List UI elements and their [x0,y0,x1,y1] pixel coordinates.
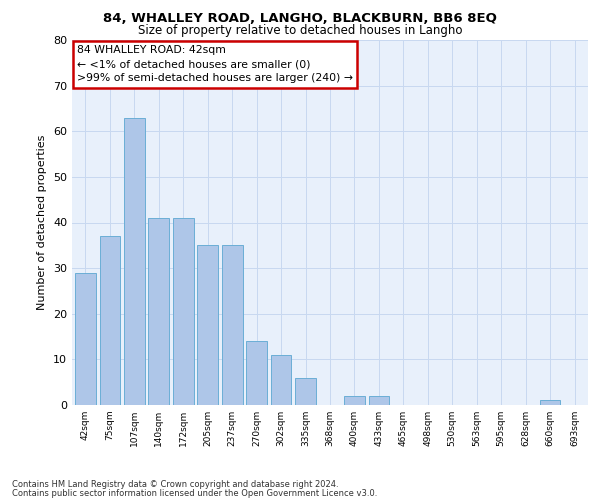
Text: 84 WHALLEY ROAD: 42sqm
← <1% of detached houses are smaller (0)
>99% of semi-det: 84 WHALLEY ROAD: 42sqm ← <1% of detached… [77,46,353,84]
Y-axis label: Number of detached properties: Number of detached properties [37,135,47,310]
Bar [173,218,194,405]
Text: Size of property relative to detached houses in Langho: Size of property relative to detached ho… [138,24,462,37]
Bar [344,396,365,405]
Bar [368,396,389,405]
Bar [295,378,316,405]
Bar [124,118,145,405]
Text: Contains HM Land Registry data © Crown copyright and database right 2024.: Contains HM Land Registry data © Crown c… [12,480,338,489]
Bar [197,246,218,405]
Bar [148,218,169,405]
Text: Contains public sector information licensed under the Open Government Licence v3: Contains public sector information licen… [12,488,377,498]
Bar [540,400,560,405]
Bar [75,272,96,405]
Bar [271,355,292,405]
Bar [222,246,242,405]
Bar [246,341,267,405]
Bar [100,236,120,405]
Text: 84, WHALLEY ROAD, LANGHO, BLACKBURN, BB6 8EQ: 84, WHALLEY ROAD, LANGHO, BLACKBURN, BB6… [103,12,497,26]
